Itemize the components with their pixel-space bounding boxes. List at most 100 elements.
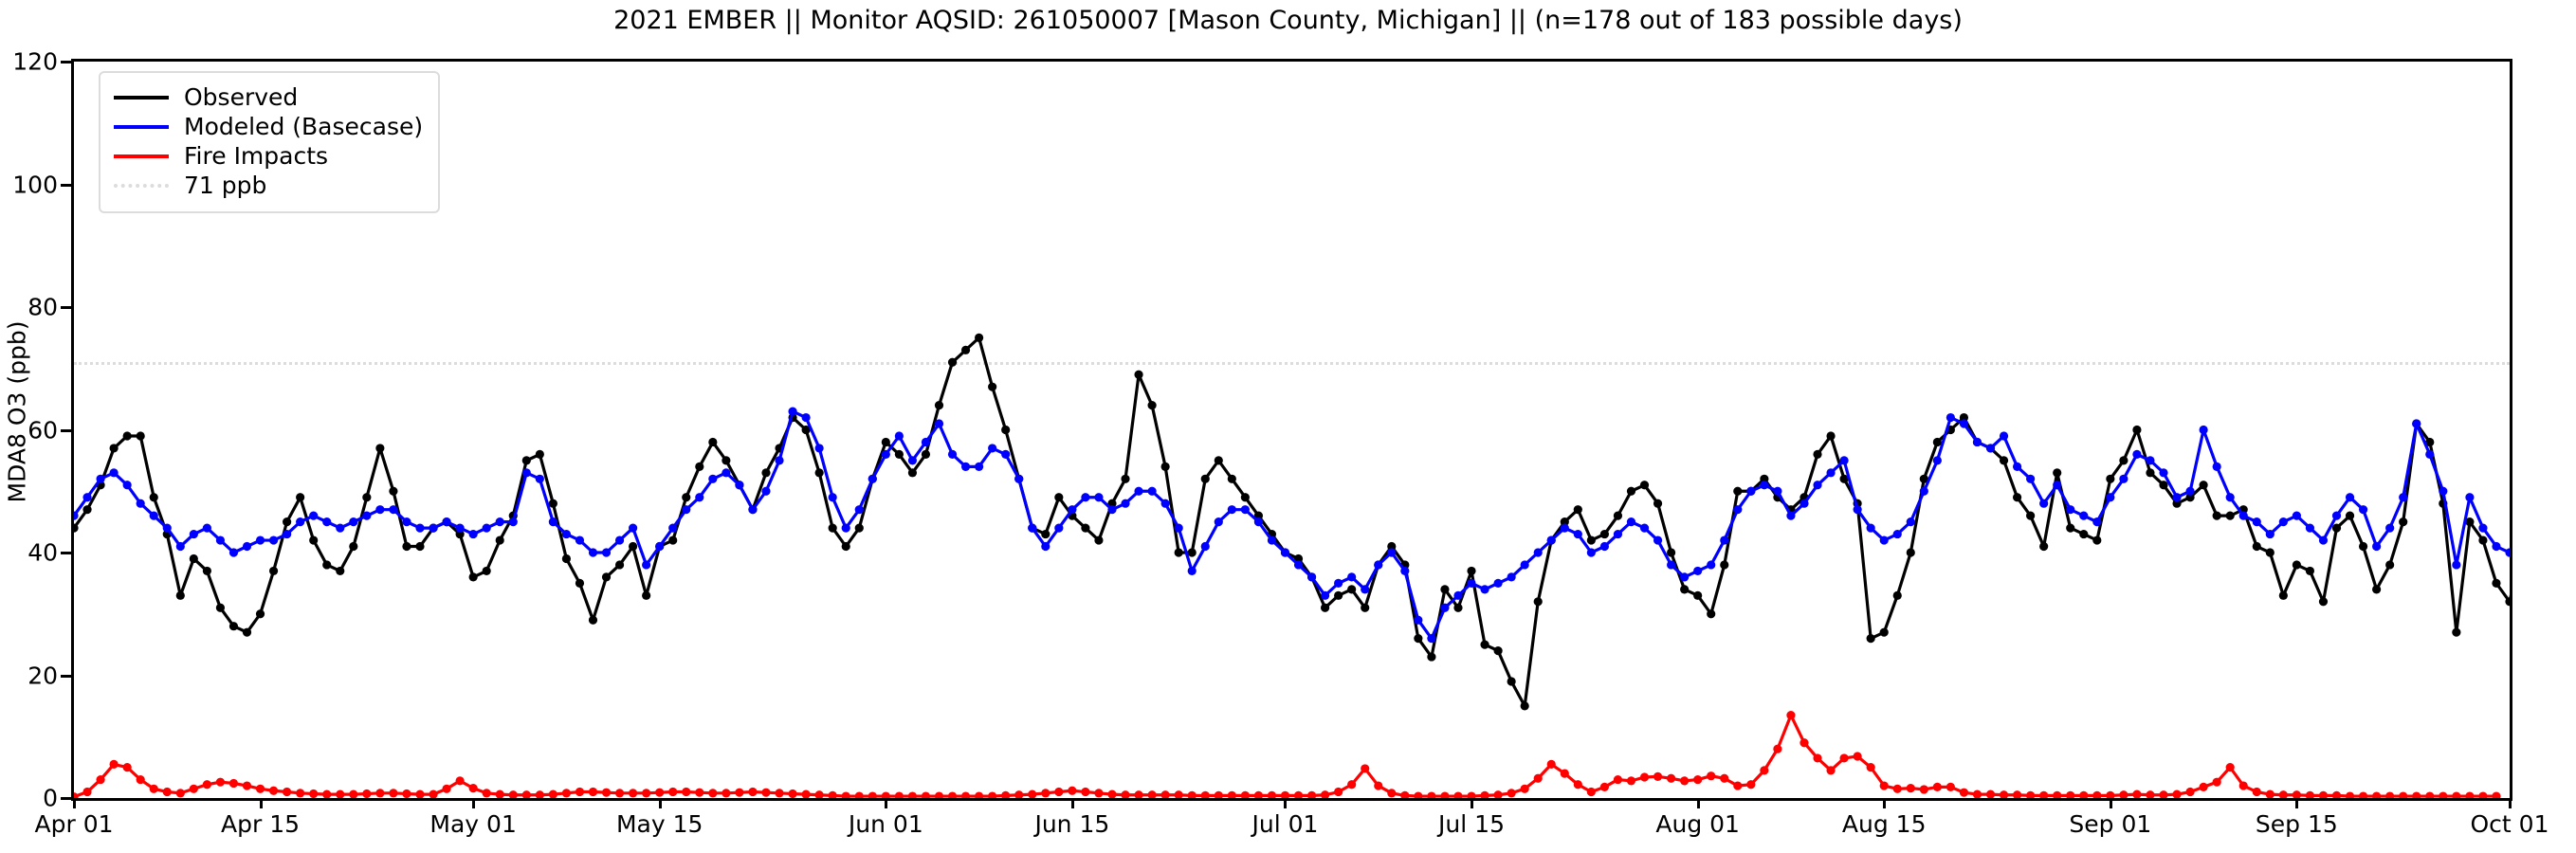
data-point: [175, 590, 185, 600]
data-point: [1068, 786, 1077, 795]
data-point: [828, 493, 837, 502]
data-point: [2478, 523, 2488, 533]
data-point: [881, 791, 890, 798]
data-point: [642, 560, 651, 570]
data-point: [2159, 790, 2168, 798]
data-point: [362, 511, 372, 520]
data-point: [2385, 791, 2395, 798]
data-point: [2225, 493, 2235, 502]
data-point: [1493, 790, 1503, 798]
data-point: [2106, 790, 2115, 798]
data-point: [1001, 790, 1011, 798]
data-point: [761, 486, 771, 496]
data-point: [1187, 790, 1197, 798]
data-point: [1906, 517, 1915, 527]
data-point: [1599, 541, 1609, 552]
data-point: [189, 529, 198, 539]
legend-item[interactable]: Modeled (Basecase): [114, 112, 423, 141]
data-point: [1200, 474, 1210, 483]
data-point: [1546, 535, 1556, 545]
data-point: [389, 789, 398, 798]
data-point: [2305, 566, 2315, 576]
data-point: [575, 787, 585, 797]
data-point: [2172, 493, 2182, 502]
data-point: [109, 468, 119, 478]
data-point: [1094, 535, 1104, 545]
data-point: [1320, 790, 1330, 798]
data-point: [934, 419, 944, 428]
data-point: [242, 627, 252, 637]
data-point: [561, 529, 572, 539]
data-point: [1134, 486, 1143, 496]
legend-item[interactable]: Fire Impacts: [114, 141, 423, 171]
data-point: [1560, 523, 1569, 533]
data-point: [1440, 585, 1450, 594]
data-point: [2212, 511, 2221, 520]
data-point: [988, 444, 997, 453]
series-line: [74, 409, 2510, 641]
x-tick-mark: [1284, 798, 1288, 808]
x-tick-mark: [2509, 798, 2512, 808]
data-point: [1054, 523, 1064, 533]
data-point: [255, 535, 265, 545]
data-point: [96, 474, 105, 483]
data-point: [1786, 511, 1796, 520]
data-point: [1107, 505, 1117, 515]
data-point: [960, 462, 971, 471]
x-tick-mark: [1696, 798, 1700, 808]
data-point: [1414, 791, 1423, 798]
data-point: [322, 560, 332, 570]
data-point: [1253, 790, 1264, 798]
data-point: [1187, 566, 1197, 576]
data-point: [1746, 780, 1756, 789]
data-point: [1946, 782, 1955, 791]
data-point: [695, 788, 704, 797]
data-point: [1999, 790, 2009, 798]
data-point: [668, 787, 678, 797]
legend-item[interactable]: 71 ppb: [114, 171, 423, 200]
data-point: [1760, 474, 1769, 483]
series-line: [74, 713, 2498, 798]
data-point: [109, 759, 119, 769]
data-point: [1999, 431, 2009, 441]
data-point: [561, 554, 572, 564]
data-point: [975, 791, 984, 798]
data-point: [1134, 790, 1143, 798]
data-point: [1094, 789, 1104, 798]
data-point: [2119, 790, 2128, 798]
data-point: [2372, 541, 2382, 552]
data-point: [2252, 787, 2261, 797]
data-point: [1707, 560, 1716, 570]
data-point: [2292, 511, 2301, 520]
data-point: [2305, 790, 2315, 798]
data-point: [1826, 431, 1836, 441]
data-point: [2252, 541, 2261, 552]
data-point: [1786, 710, 1796, 720]
data-point: [2079, 529, 2089, 539]
data-point: [189, 554, 198, 564]
data-point: [415, 523, 425, 533]
data-point: [1361, 585, 1370, 594]
data-point: [2452, 791, 2461, 798]
data-point: [1599, 529, 1609, 539]
x-tick-mark: [2295, 798, 2299, 808]
data-point: [1041, 529, 1050, 539]
data-point: [1533, 597, 1543, 607]
data-point: [1586, 787, 1596, 797]
data-point: [735, 788, 744, 797]
data-point: [828, 523, 837, 533]
data-point: [1160, 462, 1170, 471]
data-point: [775, 456, 784, 465]
data-point: [1174, 790, 1183, 798]
data-point: [2358, 505, 2368, 515]
legend-item[interactable]: Observed: [114, 82, 423, 112]
data-point: [1693, 774, 1703, 785]
chart-title: 2021 EMBER || Monitor AQSID: 261050007 […: [613, 6, 1963, 35]
data-point: [2119, 456, 2128, 465]
data-point: [2345, 791, 2355, 798]
data-point: [2132, 449, 2142, 459]
data-point: [1746, 486, 1756, 496]
data-point: [947, 357, 958, 367]
data-point: [2385, 560, 2395, 570]
data-point: [1200, 541, 1210, 552]
